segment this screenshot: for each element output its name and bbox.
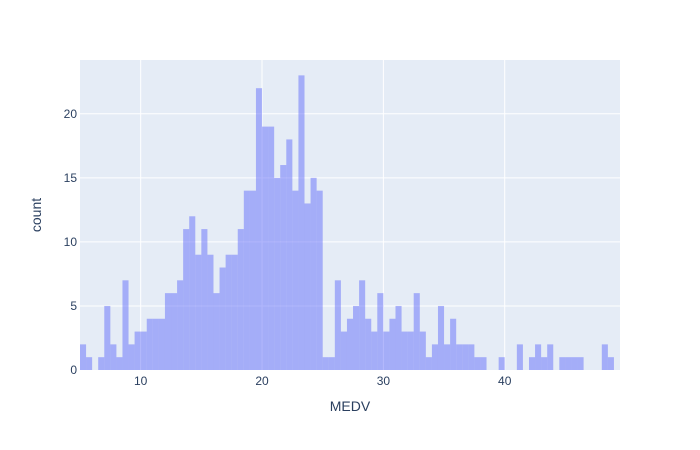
histogram-bar (371, 331, 378, 370)
histogram-bar (116, 357, 123, 370)
histogram-bar (219, 267, 226, 370)
histogram-bar (395, 305, 402, 370)
histogram-bar (237, 229, 244, 370)
histogram-bar (110, 344, 117, 370)
y-tick-label: 15 (64, 171, 78, 185)
histogram-bar (474, 357, 481, 370)
bars (80, 75, 614, 371)
histogram-bar (359, 280, 366, 370)
histogram-bar (255, 88, 263, 370)
histogram-bar (437, 305, 445, 370)
histogram-bar (286, 139, 293, 370)
histogram-bar (541, 357, 548, 370)
histogram-bar (298, 75, 305, 371)
histogram-bar (152, 318, 159, 370)
x-axis-ticks: 10 20 30 40 (134, 374, 512, 388)
histogram-bar (243, 190, 250, 370)
x-axis-title: MEDV (330, 398, 371, 414)
y-tick-label: 0 (70, 363, 77, 377)
histogram-bar (365, 318, 372, 370)
y-tick-label: 5 (70, 299, 77, 313)
histogram-bar (213, 293, 220, 370)
x-tick-label: 20 (255, 374, 269, 388)
histogram-bar (201, 229, 208, 370)
histogram-bar (419, 331, 426, 370)
histogram-bar (128, 344, 135, 370)
histogram-bar (207, 254, 214, 370)
histogram-bar (280, 165, 287, 370)
histogram-bar (122, 280, 129, 370)
histogram-bar (601, 344, 608, 370)
histogram-bar (262, 126, 269, 370)
histogram-bar (334, 280, 341, 370)
histogram-bar (377, 293, 384, 370)
histogram-bar (310, 177, 317, 370)
histogram-bar (98, 357, 105, 370)
histogram-bar (195, 254, 202, 370)
y-axis-title: count (28, 198, 44, 232)
histogram-bar (571, 357, 578, 370)
histogram-bar (456, 344, 463, 370)
y-tick-label: 20 (64, 107, 78, 121)
histogram-bar (528, 357, 536, 370)
histogram-bar (177, 280, 184, 370)
histogram-bar (413, 293, 420, 370)
histogram-bar (158, 318, 165, 370)
histogram-bar (274, 177, 281, 370)
histogram-bar (292, 190, 299, 370)
histogram-bar (450, 318, 457, 370)
histogram-bar (268, 126, 275, 370)
histogram-bar (340, 331, 347, 370)
histogram-bar (498, 357, 505, 370)
histogram-bar (328, 357, 335, 370)
histogram-bar (86, 357, 93, 370)
histogram-bar (140, 331, 147, 370)
y-axis-ticks: 0 5 10 15 20 (64, 107, 78, 377)
x-tick-label: 10 (134, 374, 148, 388)
histogram-bar (559, 357, 566, 370)
histogram-bar (316, 190, 323, 370)
histogram-bar (80, 344, 87, 370)
histogram-bar (516, 344, 523, 370)
histogram-bar (353, 305, 360, 370)
histogram-bar (607, 357, 614, 370)
histogram-bar (231, 254, 238, 370)
histogram-bar (249, 190, 256, 370)
histogram-bar (389, 318, 396, 370)
histogram-bar (146, 318, 153, 370)
histogram-bar (431, 344, 438, 370)
histogram-bar (462, 344, 469, 370)
histogram-bar (346, 318, 354, 370)
histogram-bar (322, 357, 329, 370)
histogram-bar (401, 331, 408, 370)
histogram-bar (383, 331, 390, 370)
x-tick-label: 30 (377, 374, 391, 388)
histogram-bar (468, 344, 475, 370)
histogram-bar (425, 357, 432, 370)
histogram-bar (104, 305, 111, 370)
histogram-bar (304, 203, 311, 370)
histogram-bar (535, 344, 542, 370)
histogram-bar (134, 331, 141, 370)
histogram-bar (480, 357, 487, 370)
histogram-bar (225, 254, 232, 370)
histogram-bar (565, 357, 572, 370)
histogram-bar (171, 293, 178, 370)
x-tick-label: 40 (498, 374, 512, 388)
histogram-bar (183, 229, 190, 370)
histogram-bar (547, 344, 554, 370)
histogram-bar (407, 331, 414, 370)
y-tick-label: 10 (64, 235, 78, 249)
histogram-bar (189, 216, 196, 370)
histogram-bar (164, 293, 172, 370)
histogram-bar (577, 357, 584, 370)
histogram-bar (444, 344, 451, 370)
